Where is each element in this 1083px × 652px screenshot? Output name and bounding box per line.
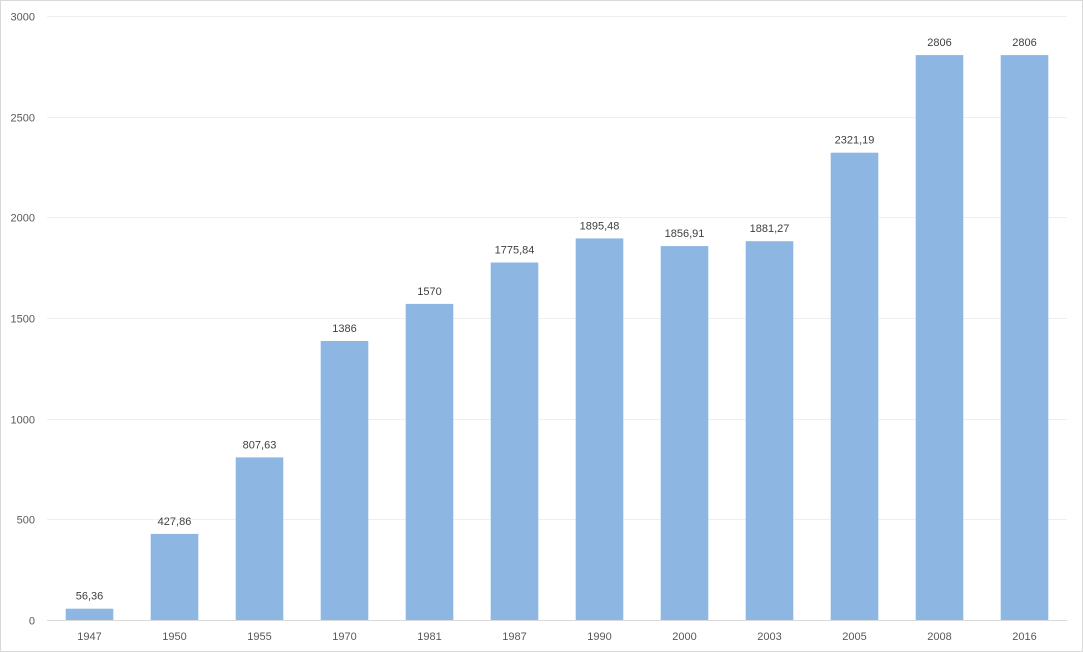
bar xyxy=(320,341,369,620)
data-label: 2321,19 xyxy=(835,135,875,147)
bar xyxy=(745,241,794,620)
data-label: 1856,91 xyxy=(665,228,705,240)
bar xyxy=(235,457,284,620)
bar xyxy=(1000,55,1049,621)
x-tick-label: 1990 xyxy=(587,631,611,643)
data-label: 1570 xyxy=(417,286,441,298)
data-label: 2806 xyxy=(927,37,951,49)
x-tick-label: 1981 xyxy=(417,631,441,643)
bar xyxy=(405,303,454,620)
y-tick-label: 3000 xyxy=(11,12,35,24)
bar xyxy=(575,238,624,620)
data-label: 1386 xyxy=(332,323,356,335)
data-label: 1895,48 xyxy=(580,220,620,232)
y-tick-label: 0 xyxy=(29,616,35,628)
data-label: 56,36 xyxy=(76,591,104,603)
data-label: 807,63 xyxy=(243,439,277,451)
x-tick-label: 1955 xyxy=(247,631,271,643)
bar xyxy=(65,608,114,620)
bar xyxy=(660,246,709,620)
data-label: 2806 xyxy=(1012,37,1036,49)
data-label: 1881,27 xyxy=(750,223,790,235)
y-tick-label: 1000 xyxy=(11,415,35,427)
x-tick-label: 2008 xyxy=(927,631,951,643)
bar xyxy=(490,262,539,620)
bar xyxy=(150,533,199,620)
bar xyxy=(915,55,964,621)
data-label: 427,86 xyxy=(158,516,192,528)
y-tick-label: 1500 xyxy=(11,314,35,326)
x-tick-label: 2016 xyxy=(1012,631,1036,643)
x-tick-label: 1947 xyxy=(77,631,101,643)
x-tick-label: 2000 xyxy=(672,631,696,643)
y-tick-label: 2000 xyxy=(11,213,35,225)
x-tick-label: 2005 xyxy=(842,631,866,643)
bar xyxy=(830,152,879,620)
x-tick-label: 1950 xyxy=(162,631,186,643)
y-tick-label: 500 xyxy=(17,515,35,527)
x-tick-label: 2003 xyxy=(757,631,781,643)
data-label: 1775,84 xyxy=(495,245,535,257)
x-tick-label: 1970 xyxy=(332,631,356,643)
x-tick-label: 1987 xyxy=(502,631,526,643)
y-tick-label: 2500 xyxy=(11,113,35,125)
